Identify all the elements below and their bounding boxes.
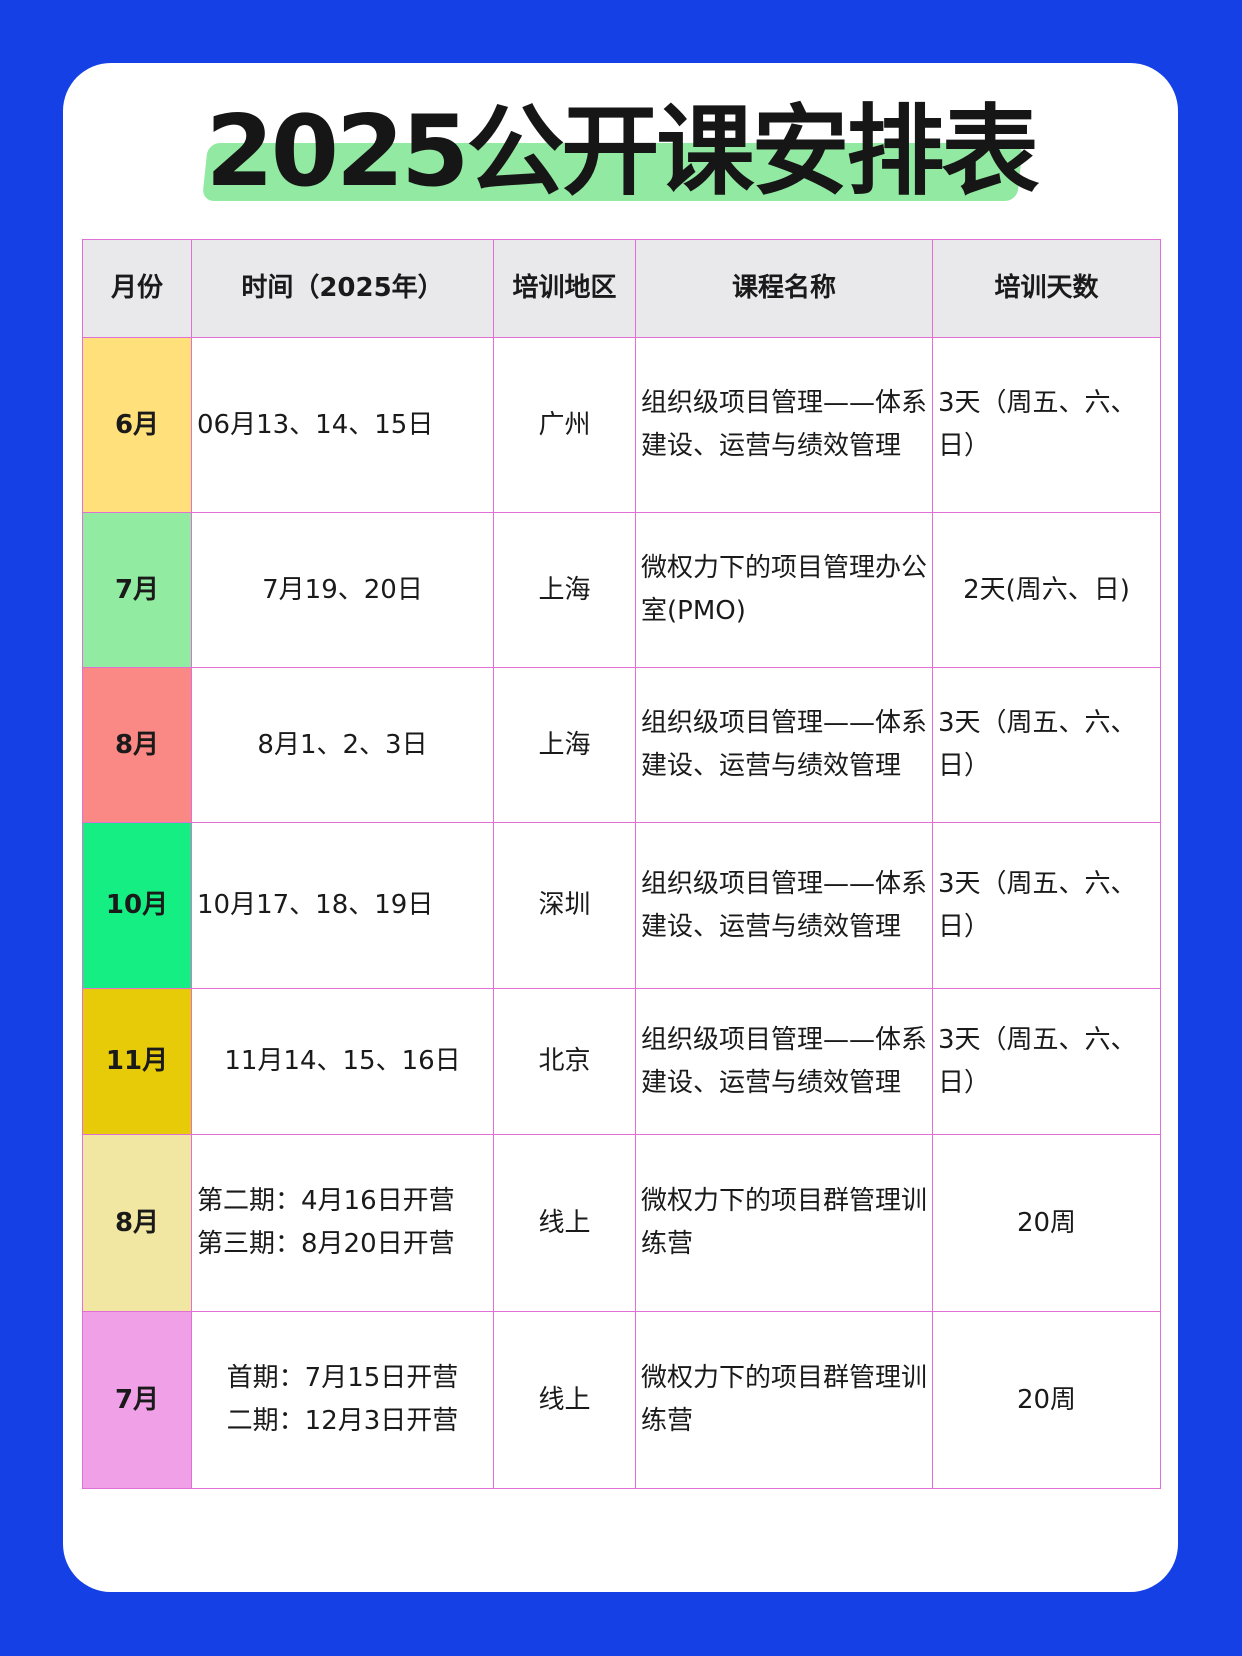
header-course: 课程名称: [635, 239, 933, 338]
days-cell: 20周: [932, 1311, 1161, 1489]
month-cell: 8月: [82, 1134, 192, 1312]
region-cell: 上海: [493, 512, 636, 668]
course-cell: 组织级项目管理——体系建设、运营与绩效管理: [635, 988, 933, 1135]
time-line: 11月14、15、16日: [224, 1046, 461, 1076]
header-time: 时间（2025年）: [191, 239, 494, 338]
month-cell: 7月: [82, 1311, 192, 1489]
time-cell: 10月17、18、19日: [191, 822, 494, 989]
region-cell: 深圳: [493, 822, 636, 989]
month-cell: 7月: [82, 512, 192, 668]
page-title: 2025公开课安排表: [205, 95, 1040, 209]
region-cell: 线上: [493, 1134, 636, 1312]
header-days: 培训天数: [932, 239, 1161, 338]
table-row: 7月 7月19、20日 上海 微权力下的项目管理办公室(PMO) 2天(周六、日): [82, 512, 1161, 668]
region-cell: 上海: [493, 667, 636, 823]
time-line: 第二期：4月16日开营: [197, 1186, 455, 1216]
time-cell: 06月13、14、15日: [191, 337, 494, 513]
table-header: 月份 时间（2025年） 培训地区 课程名称 培训天数: [82, 239, 1161, 338]
course-cell: 组织级项目管理——体系建设、运营与绩效管理: [635, 337, 933, 513]
region-cell: 线上: [493, 1311, 636, 1489]
schedule-table: 月份 时间（2025年） 培训地区 课程名称 培训天数 6月 06月13、14、1…: [82, 239, 1161, 1489]
month-cell: 8月: [82, 667, 192, 823]
time-line: 06月13、14、15日: [197, 409, 434, 440]
table-row: 10月 10月17、18、19日 深圳 组织级项目管理——体系建设、运营与绩效管理 3天…: [82, 822, 1161, 989]
table-row: 11月 11月14、15、16日 北京 组织级项目管理——体系建设、运营与绩效管理 3天…: [82, 988, 1161, 1135]
time-cell: 首期：7月15日开营 二期：12月3日开营: [191, 1311, 494, 1489]
days-cell: 2天(周六、日): [932, 512, 1161, 668]
header-month: 月份: [82, 239, 192, 338]
days-cell: 3天（周五、六、日）: [932, 988, 1161, 1135]
course-cell: 微权力下的项目群管理训练营: [635, 1134, 933, 1312]
table-row: 8月 第二期：4月16日开营 第三期：8月20日开营 线上 微权力下的项目群管理训练营 2…: [82, 1134, 1161, 1312]
course-cell: 组织级项目管理——体系建设、运营与绩效管理: [635, 667, 933, 823]
time-line: 8月1、2、3日: [257, 729, 428, 760]
time-line: 10月17、18、19日: [197, 890, 434, 920]
time-cell: 11月14、15、16日: [191, 988, 494, 1135]
month-cell: 11月: [82, 988, 192, 1135]
time-line: 首期：7月15日开营: [226, 1363, 459, 1393]
days-cell: 20周: [932, 1134, 1161, 1312]
time-cell: 8月1、2、3日: [191, 667, 494, 823]
time-line: 7月19、20日: [262, 574, 423, 605]
table-row: 6月 06月13、14、15日 广州 组织级项目管理——体系建设、运营与绩效管理 3天（…: [82, 337, 1161, 513]
time-line: 二期：12月3日开营: [226, 1406, 459, 1436]
table-row: 7月 首期：7月15日开营 二期：12月3日开营 线上 微权力下的项目群管理训练营 20周: [82, 1311, 1161, 1489]
days-cell: 3天（周五、六、日）: [932, 667, 1161, 823]
course-cell: 微权力下的项目群管理训练营: [635, 1311, 933, 1489]
days-cell: 3天（周五、六、日）: [932, 337, 1161, 513]
time-cell: 7月19、20日: [191, 512, 494, 668]
days-cell: 3天（周五、六、日）: [932, 822, 1161, 989]
region-cell: 北京: [493, 988, 636, 1135]
table-row: 8月 8月1、2、3日 上海 组织级项目管理——体系建设、运营与绩效管理 3天（周五、六…: [82, 667, 1161, 823]
month-cell: 10月: [82, 822, 192, 989]
course-cell: 微权力下的项目管理办公室(PMO): [635, 512, 933, 668]
course-cell: 组织级项目管理——体系建设、运营与绩效管理: [635, 822, 933, 989]
month-cell: 6月: [82, 337, 192, 513]
time-line: 第三期：8月20日开营: [197, 1229, 455, 1259]
region-cell: 广州: [493, 337, 636, 513]
header-region: 培训地区: [493, 239, 636, 338]
time-cell: 第二期：4月16日开营 第三期：8月20日开营: [191, 1134, 494, 1312]
